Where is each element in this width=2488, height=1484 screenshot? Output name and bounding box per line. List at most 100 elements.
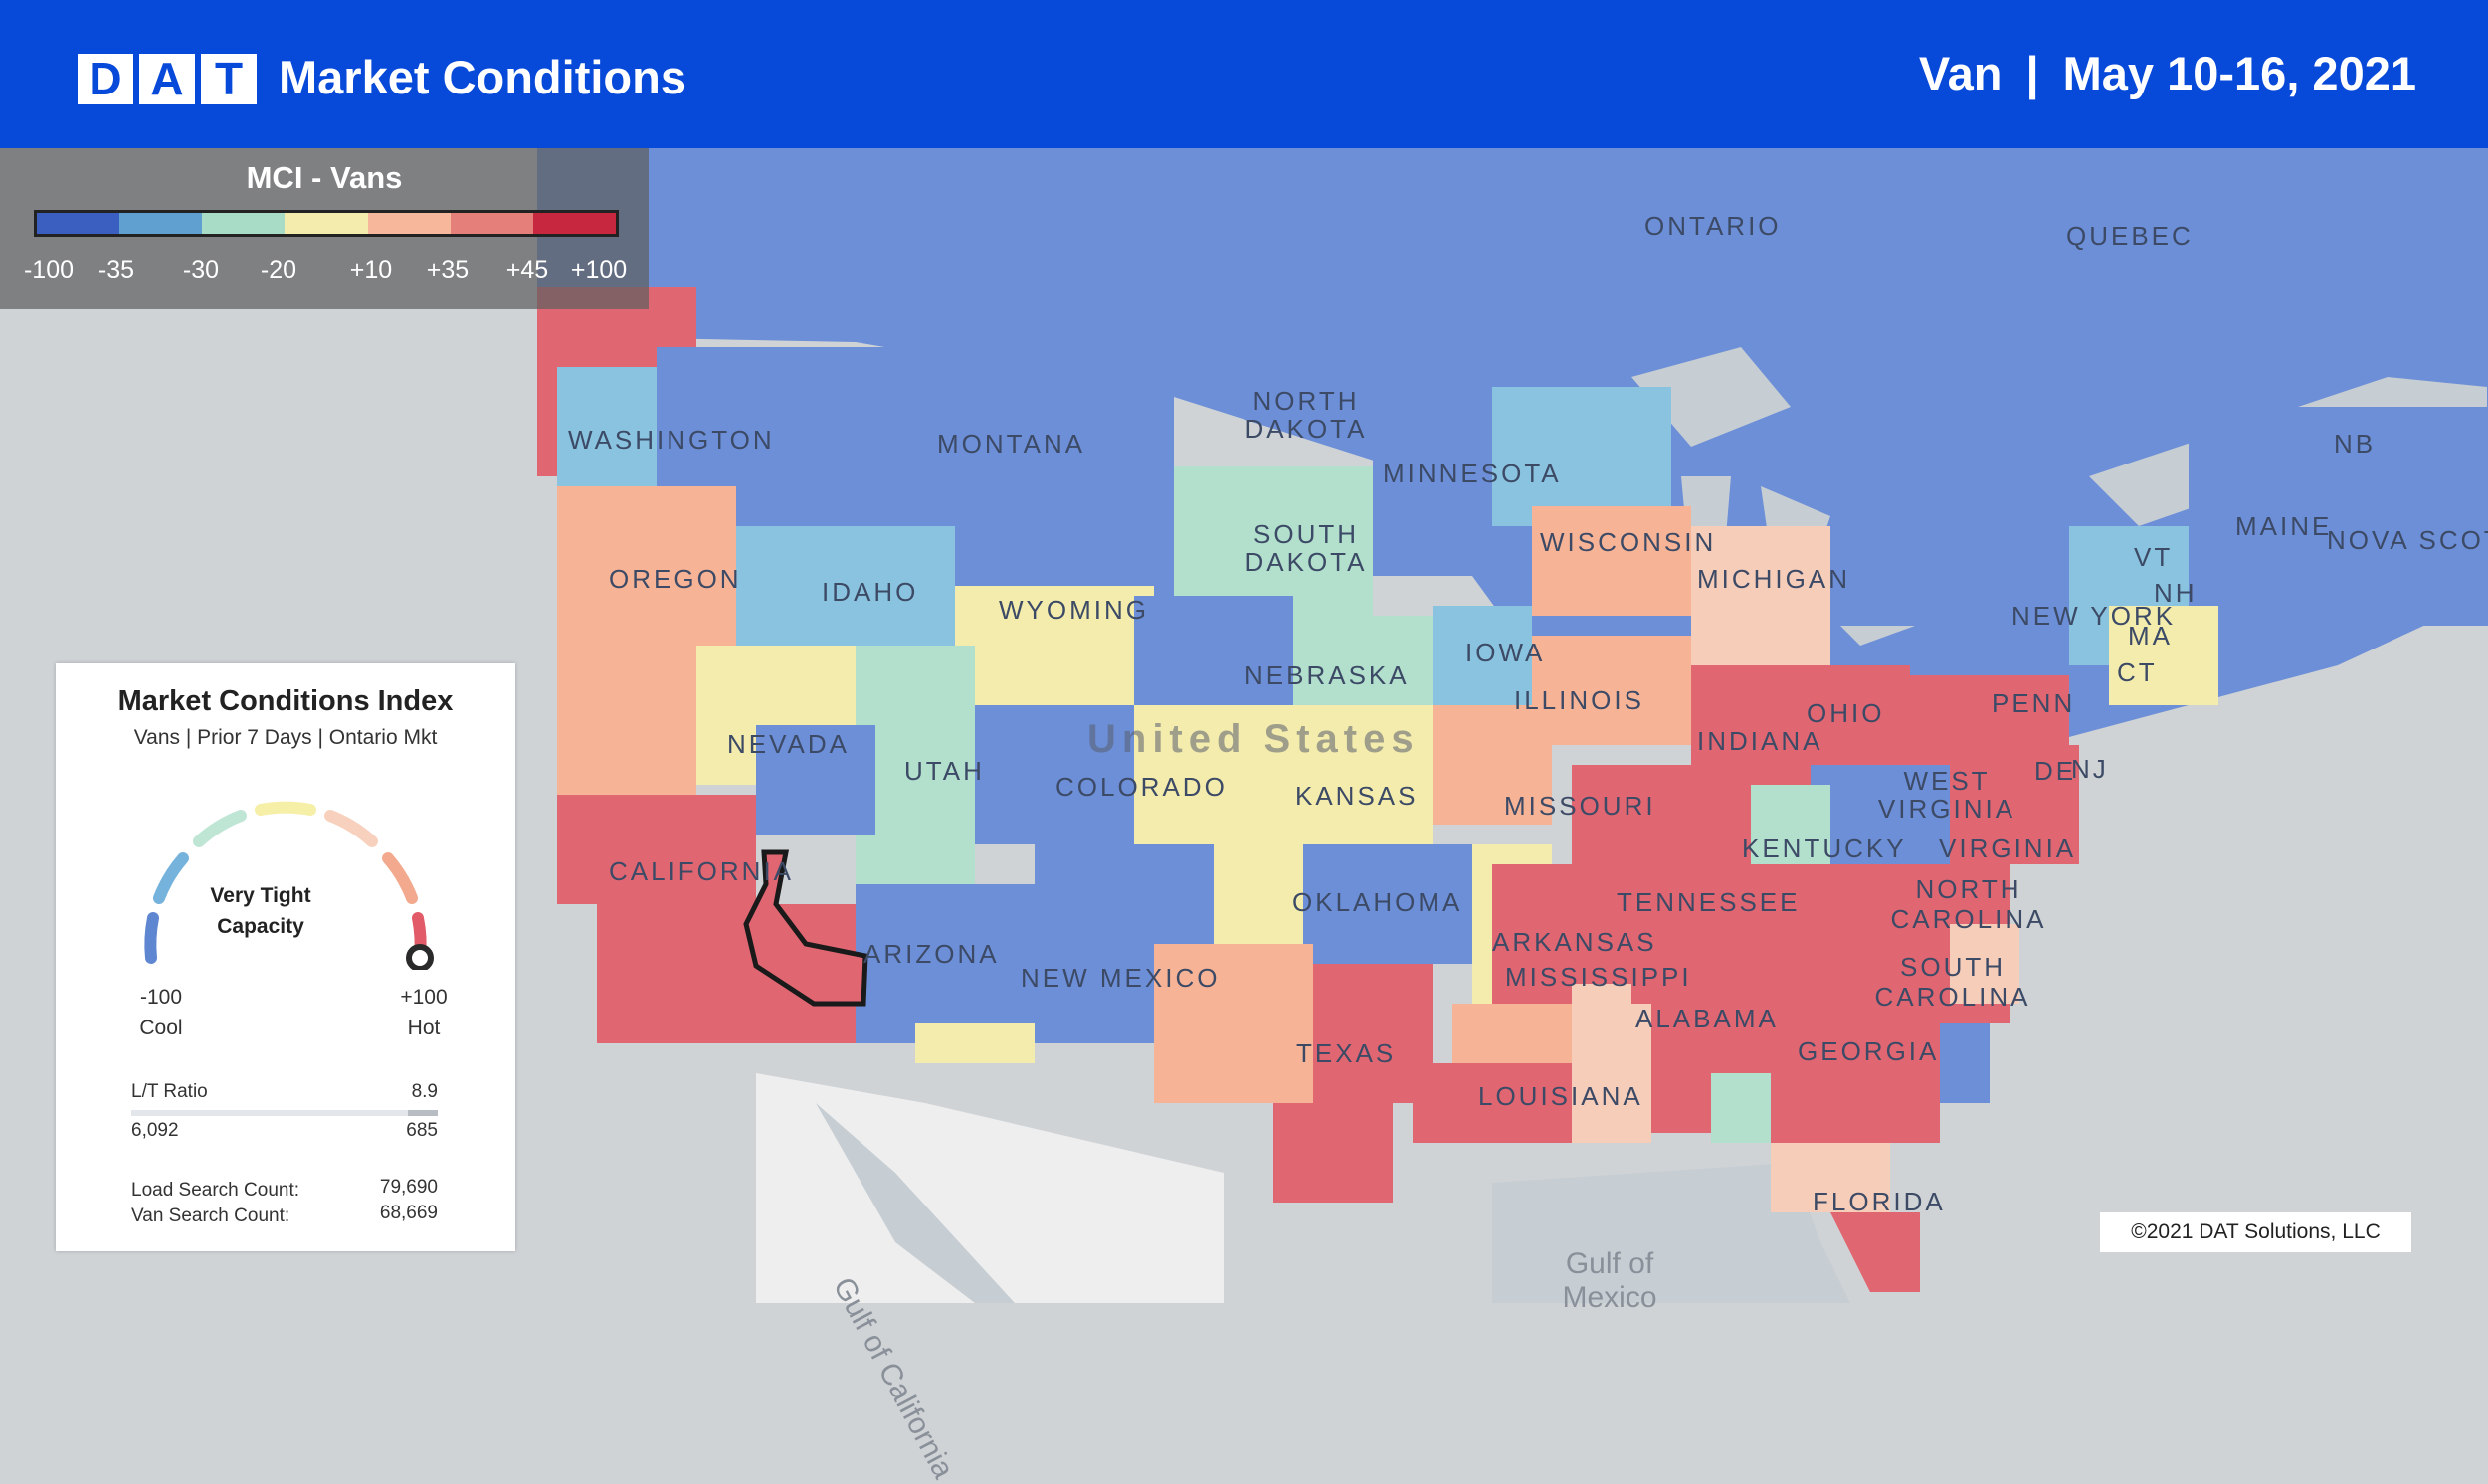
region-label-nj: NJ xyxy=(2071,754,2109,784)
region-label-illinois: ILLINOIS xyxy=(1514,685,1644,715)
region-label-ohio: OHIO xyxy=(1807,698,1885,728)
truck-count: 685 xyxy=(406,1120,438,1141)
region-label-utah: UTAH xyxy=(904,756,985,786)
great-lakes-east-region xyxy=(1830,447,2069,626)
west-texas-region xyxy=(1154,944,1313,1103)
arkansas-region xyxy=(1492,864,1631,1004)
scale-tick: +45 xyxy=(505,256,549,283)
ct-region xyxy=(2109,606,2218,705)
region-label-minnesota: MINNESOTA xyxy=(1383,459,1562,488)
scale-tick: +100 xyxy=(570,256,628,283)
region-label-nebraska: NEBRASKA xyxy=(1244,660,1410,690)
region-label-new-mexico: NEW MEXICO xyxy=(1021,963,1221,993)
mississippi-region xyxy=(1572,984,1651,1143)
gauge-segment xyxy=(153,852,189,904)
ontario-market-outline xyxy=(743,849,868,1007)
region-label-california: CALIFORNIA xyxy=(609,856,795,886)
california-region xyxy=(557,795,756,904)
scale-color-segment xyxy=(532,213,616,234)
gauge-segment xyxy=(193,810,247,847)
region-label-ct: CT xyxy=(2117,657,2158,687)
scale-color-segment xyxy=(119,213,203,234)
card-subtitle: Vans | Prior 7 Days | Ontario Mkt xyxy=(133,726,438,749)
west-virginia-region xyxy=(1811,765,1950,864)
region-label-penn: PENN xyxy=(1992,688,2076,718)
mci-scale-legend: MCI - Vans -100 -35 -30 -20 +10 +35 +45 … xyxy=(0,148,649,309)
region-label-arizona: ARIZONA xyxy=(863,939,1000,969)
scale-tick: -100 xyxy=(23,256,75,283)
utah-region xyxy=(856,646,975,884)
gulf-of-california-water xyxy=(816,1103,1015,1303)
gulf-of-mexico-water xyxy=(1492,1163,1850,1303)
lt-ratio-value: 8.9 xyxy=(411,1081,438,1102)
region-label-nevada: NEVADA xyxy=(727,729,850,759)
texas-panhandle-region xyxy=(1214,844,1303,944)
south-dakota-region xyxy=(1174,466,1373,626)
region-label-virginia: VIRGINIA xyxy=(1939,834,2077,863)
region-label-north-dakota: NORTH DAKOTA xyxy=(1244,386,1368,444)
colorado-west-region xyxy=(975,705,1134,844)
region-label-ontario: ONTARIO xyxy=(1644,211,1782,241)
logo-letter-a: A xyxy=(139,54,195,104)
missouri-region xyxy=(1433,705,1552,825)
equipment-type: Van xyxy=(1918,47,2003,99)
load-count: 6,092 xyxy=(131,1120,179,1141)
region-label-michigan: MICHIGAN xyxy=(1697,564,1850,594)
penn-region xyxy=(1910,675,2069,765)
gauge-segment xyxy=(324,810,378,847)
scale-title: MCI - Vans xyxy=(246,160,403,195)
water-label-gulf-of-california: Gulf of California xyxy=(826,1272,960,1484)
gauge-min-value: -100 xyxy=(139,986,183,1009)
logo-letter-d: D xyxy=(78,54,133,104)
region-label-new-york: NEW YORK xyxy=(2011,601,2177,631)
copyright-notice: ©2021 DAT Solutions, LLC xyxy=(2100,1212,2411,1252)
date-range: May 10-16, 2021 xyxy=(2062,47,2416,99)
region-label-nb: NB xyxy=(2334,429,2377,459)
kentucky-east-region xyxy=(1751,785,1830,864)
region-label-north-carolina: NORTH CAROLINA xyxy=(1890,874,2047,934)
market-conditions-card: Market Conditions Index Vans | Prior 7 D… xyxy=(56,663,515,1251)
scale-color-segment xyxy=(37,213,120,234)
texas-region xyxy=(1313,964,1433,1103)
region-label-nova-scotia: NOVA SCOT xyxy=(2327,525,2488,555)
region-label-kentucky: KENTUCKY xyxy=(1742,834,1907,863)
northern-california-region xyxy=(557,646,696,795)
region-label-arkansas: ARKANSAS xyxy=(1492,927,1657,957)
gauge-min-label: Cool xyxy=(139,1017,183,1039)
mci-gauge xyxy=(144,801,434,970)
north-florida-region xyxy=(1771,1143,1890,1212)
gauge-status: Very Tight Capacity xyxy=(210,884,311,938)
lt-ratio-bar-fill xyxy=(408,1110,438,1116)
region-label-wisconsin: WISCONSIN xyxy=(1540,527,1717,557)
region-label-louisiana: LOUISIANA xyxy=(1478,1081,1643,1111)
maine-nb-region xyxy=(2189,407,2488,626)
mexico-land xyxy=(756,1073,1224,1303)
arizona-south-region xyxy=(915,1023,1035,1063)
gauge-segment-cool xyxy=(144,912,159,964)
region-label-oregon: OREGON xyxy=(609,564,742,594)
header-bar: D A T Market Conditions Van | May 10-16,… xyxy=(0,0,2488,148)
load-search-label: Load Search Count: xyxy=(131,1180,300,1201)
kansas-region xyxy=(1134,705,1433,844)
scale-color-segment xyxy=(285,213,368,234)
region-label-colorado: COLORADO xyxy=(1055,772,1228,802)
region-label-south-dakota: SOUTH DAKOTA xyxy=(1244,519,1368,577)
south-texas-region xyxy=(1273,1103,1393,1203)
region-label-texas: TEXAS xyxy=(1296,1038,1397,1068)
page-title: Market Conditions xyxy=(279,51,686,103)
nevada-east-region xyxy=(756,725,875,835)
gauge-segment xyxy=(382,852,418,904)
market-map[interactable]: United States Gulf of California Gulf of… xyxy=(0,148,2488,1484)
oregon-region xyxy=(557,486,736,646)
card-title: Market Conditions Index xyxy=(117,685,454,717)
gauge-segment xyxy=(255,801,316,816)
region-label-tennessee: TENNESSEE xyxy=(1617,887,1801,917)
region-label-montana: MONTANA xyxy=(937,429,1086,459)
region-label-florida: FLORIDA xyxy=(1813,1187,1946,1216)
gauge-indicator xyxy=(406,944,434,970)
scale-tick: +10 xyxy=(349,256,393,283)
minnesota-region xyxy=(1373,387,1492,576)
region-label-georgia: GEORGIA xyxy=(1798,1036,1940,1066)
region-label-washington: WASHINGTON xyxy=(568,425,775,455)
iowa-region xyxy=(1433,606,1532,705)
